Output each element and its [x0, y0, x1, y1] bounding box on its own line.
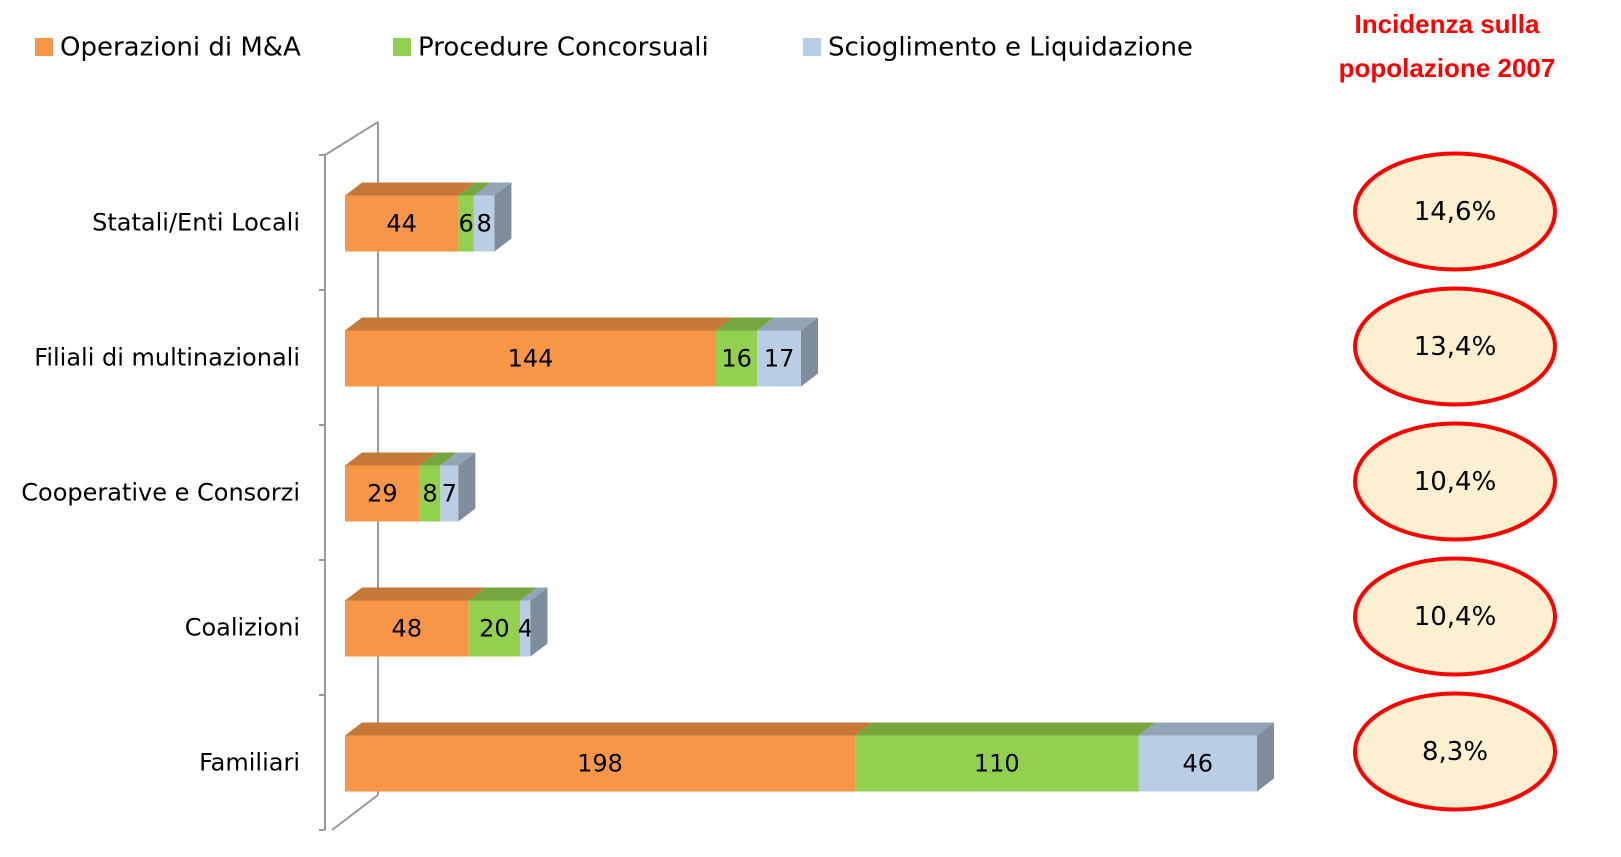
legend-label: Scioglimento e Liquidazione: [828, 33, 1193, 63]
legend-swatch: [35, 38, 53, 56]
data-label: 17: [764, 345, 795, 373]
bar-side: [494, 182, 512, 252]
data-label: 7: [442, 480, 457, 508]
bar: [345, 465, 420, 522]
bar: [520, 600, 531, 657]
bar-top: [468, 587, 538, 601]
category-label: Statali/Enti Locali: [92, 209, 300, 237]
bar-side: [801, 317, 819, 387]
incidence-ellipse: [1353, 691, 1557, 812]
bar-side: [458, 452, 476, 522]
data-label: 198: [577, 750, 623, 778]
legend-swatch: [393, 38, 411, 56]
legend-label: Procedure Concorsuali: [418, 33, 709, 63]
incidence-label: 10,4%: [1414, 467, 1497, 497]
bar-top: [520, 587, 548, 601]
bar: [419, 465, 441, 522]
data-label: 6: [458, 210, 473, 238]
bar-top: [345, 452, 437, 466]
bar: [345, 735, 856, 792]
bar: [473, 195, 495, 252]
bar: [468, 600, 521, 657]
legend-swatch: [803, 38, 821, 56]
incidence-ellipse: [1353, 421, 1557, 542]
incidence-label: 14,6%: [1414, 197, 1497, 227]
bar: [345, 195, 459, 252]
data-label: 29: [367, 480, 398, 508]
data-label: 20: [479, 615, 510, 643]
data-label: 8: [422, 480, 437, 508]
data-label: 110: [974, 750, 1020, 778]
bar-top: [855, 722, 1156, 736]
bar-side: [1257, 722, 1275, 792]
incidence-label: 10,4%: [1414, 602, 1497, 632]
bar-top: [715, 317, 775, 331]
bar-top: [345, 587, 486, 601]
incidence-ellipse: [1353, 556, 1557, 677]
incidence-ellipse: [1353, 286, 1557, 407]
bar: [1138, 735, 1258, 792]
bar-top: [473, 182, 512, 196]
bar-top: [757, 317, 819, 331]
bar: [440, 465, 459, 522]
data-label: 144: [508, 345, 554, 373]
bar-top: [440, 452, 476, 466]
bar-top: [1138, 722, 1275, 736]
category-label: Familiari: [199, 749, 300, 777]
data-label: 44: [386, 210, 417, 238]
legend-label: Operazioni di M&A: [60, 33, 301, 63]
data-label: 46: [1182, 750, 1213, 778]
data-label: 4: [518, 615, 533, 643]
incidence-label: 8,3%: [1422, 737, 1488, 767]
category-label: Filiali di multinazionali: [34, 344, 300, 372]
incidence-title: Incidenza sulla popolazione 2007: [1338, 9, 1556, 83]
bar-top: [345, 182, 476, 196]
data-label: 8: [476, 210, 491, 238]
bar: [855, 735, 1139, 792]
category-label: Coalizioni: [185, 614, 300, 642]
incidence-label: 13,4%: [1414, 332, 1497, 362]
bar: [458, 195, 474, 252]
bar-side: [530, 587, 548, 657]
bar: [715, 330, 758, 387]
data-label: 48: [392, 615, 423, 643]
bar-top: [345, 317, 733, 331]
bar-top: [345, 722, 873, 736]
bar-top: [458, 182, 491, 196]
data-label: 16: [721, 345, 752, 373]
bar-top: [419, 452, 458, 466]
incidence-ellipse: [1353, 151, 1557, 272]
bar: [757, 330, 802, 387]
category-label: Cooperative e Consorzi: [21, 479, 300, 507]
bar: [345, 600, 469, 657]
bar: [345, 330, 716, 387]
